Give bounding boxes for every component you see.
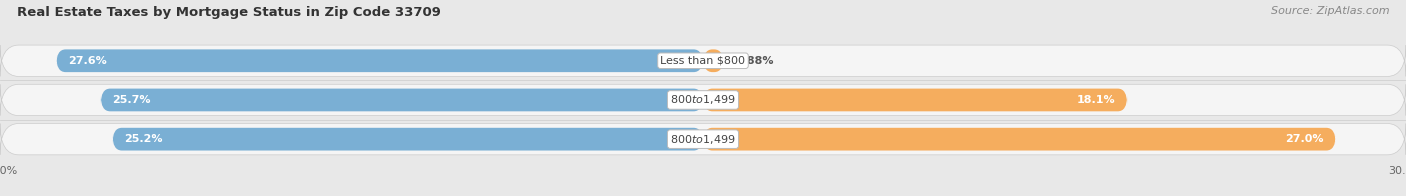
Text: $800 to $1,499: $800 to $1,499 — [671, 133, 735, 146]
FancyBboxPatch shape — [703, 89, 1128, 111]
FancyBboxPatch shape — [0, 45, 1406, 76]
FancyBboxPatch shape — [703, 128, 1336, 151]
Text: 25.2%: 25.2% — [124, 134, 163, 144]
FancyBboxPatch shape — [101, 89, 703, 111]
FancyBboxPatch shape — [703, 49, 724, 72]
Text: 27.6%: 27.6% — [67, 56, 107, 66]
Text: Real Estate Taxes by Mortgage Status in Zip Code 33709: Real Estate Taxes by Mortgage Status in … — [17, 6, 440, 19]
Text: Less than $800: Less than $800 — [661, 56, 745, 66]
Text: $800 to $1,499: $800 to $1,499 — [671, 93, 735, 106]
FancyBboxPatch shape — [0, 123, 1406, 155]
FancyBboxPatch shape — [56, 49, 703, 72]
FancyBboxPatch shape — [0, 84, 1406, 116]
Text: 18.1%: 18.1% — [1077, 95, 1115, 105]
Text: Source: ZipAtlas.com: Source: ZipAtlas.com — [1271, 6, 1389, 16]
Text: 27.0%: 27.0% — [1285, 134, 1324, 144]
Text: 25.7%: 25.7% — [112, 95, 150, 105]
FancyBboxPatch shape — [112, 128, 703, 151]
Text: 0.88%: 0.88% — [735, 56, 773, 66]
